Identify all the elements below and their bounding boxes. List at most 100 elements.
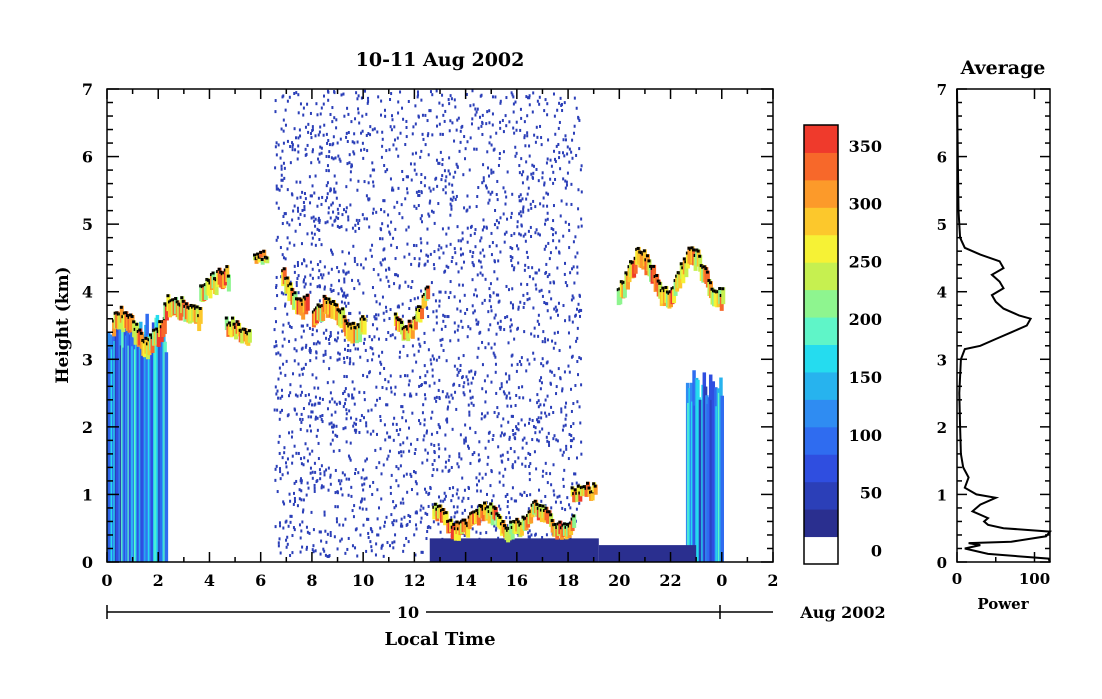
- layer-top-marker: [333, 302, 337, 306]
- noise-echo: [436, 184, 439, 188]
- layer-top-marker: [507, 526, 511, 530]
- noise-echo: [548, 290, 551, 294]
- noise-echo: [369, 125, 372, 129]
- layer-top-marker: [163, 302, 167, 306]
- noise-echo: [353, 152, 356, 156]
- noise-echo: [433, 443, 436, 447]
- noise-echo: [552, 170, 555, 174]
- noise-echo: [310, 161, 313, 165]
- noise-echo: [293, 270, 296, 274]
- y-axis-label: Height (km): [53, 266, 73, 383]
- noise-echo: [288, 324, 291, 328]
- noise-echo: [571, 513, 574, 517]
- noise-echo: [569, 506, 572, 510]
- noise-echo: [334, 190, 337, 194]
- noise-echo: [331, 223, 334, 227]
- noise-echo: [424, 397, 427, 401]
- noise-echo: [396, 136, 399, 140]
- noise-echo: [340, 93, 343, 97]
- layer-echo: [362, 317, 367, 335]
- noise-echo: [476, 322, 479, 326]
- noise-echo: [386, 541, 389, 545]
- noise-echo: [538, 430, 541, 434]
- noise-echo: [443, 497, 446, 501]
- noise-echo: [366, 149, 369, 153]
- noise-echo: [498, 480, 501, 484]
- noise-echo: [360, 131, 363, 135]
- noise-echo: [337, 211, 340, 215]
- noise-echo: [469, 396, 472, 400]
- layer-top-marker: [496, 513, 500, 517]
- noise-echo: [544, 244, 547, 248]
- noise-echo: [329, 216, 332, 220]
- noise-echo: [311, 449, 314, 453]
- noise-echo: [360, 148, 363, 152]
- noise-echo: [543, 183, 546, 187]
- noise-echo: [335, 215, 338, 219]
- noise-echo: [530, 533, 533, 537]
- noise-echo: [390, 386, 393, 390]
- layer-top-marker: [713, 289, 717, 293]
- noise-echo: [317, 386, 320, 390]
- noise-echo: [383, 199, 386, 203]
- layer-top-marker: [262, 249, 266, 253]
- noise-echo: [297, 451, 300, 455]
- noise-echo: [385, 275, 388, 279]
- noise-echo: [280, 291, 283, 295]
- layer-top-marker: [632, 260, 636, 264]
- echo-column: [164, 352, 169, 562]
- noise-echo: [546, 439, 549, 443]
- layer-top-marker: [324, 297, 328, 301]
- noise-echo: [517, 422, 520, 426]
- noise-echo: [319, 260, 322, 264]
- noise-echo: [276, 490, 279, 494]
- noise-echo: [462, 173, 465, 177]
- layer-echo: [254, 257, 259, 264]
- noise-echo: [393, 205, 396, 209]
- layer-top-marker: [153, 328, 157, 332]
- noise-echo: [526, 255, 529, 259]
- noise-echo: [346, 106, 349, 110]
- noise-echo: [284, 373, 287, 377]
- noise-echo: [309, 132, 312, 136]
- noise-echo: [319, 112, 322, 116]
- noise-echo: [426, 241, 429, 245]
- noise-echo: [320, 243, 323, 247]
- noise-echo: [352, 424, 355, 428]
- layer-top-marker: [701, 265, 705, 269]
- noise-echo: [450, 393, 453, 397]
- noise-echo: [385, 515, 388, 519]
- layer-top-marker: [696, 249, 700, 253]
- noise-echo: [518, 212, 521, 216]
- noise-echo: [282, 141, 285, 145]
- noise-echo: [304, 125, 307, 129]
- noise-echo: [438, 447, 441, 451]
- colorbar-cell: [804, 371, 838, 400]
- noise-echo: [426, 134, 429, 138]
- noise-echo: [371, 492, 374, 496]
- noise-echo: [327, 206, 330, 210]
- noise-echo: [524, 144, 527, 148]
- noise-echo: [557, 313, 560, 317]
- noise-echo: [556, 308, 559, 312]
- noise-echo: [523, 120, 526, 124]
- noise-echo: [521, 493, 524, 497]
- noise-echo: [490, 168, 493, 172]
- noise-echo: [371, 161, 374, 165]
- noise-echo: [345, 185, 348, 189]
- noise-echo: [444, 179, 447, 183]
- layer-top-marker: [393, 312, 397, 316]
- noise-echo: [509, 255, 512, 259]
- noise-echo: [422, 506, 425, 510]
- noise-echo: [332, 210, 335, 214]
- noise-echo: [532, 306, 535, 310]
- layer-top-marker: [395, 316, 399, 320]
- noise-echo: [273, 345, 276, 349]
- noise-echo: [310, 415, 313, 419]
- colorbar-cell: [804, 536, 838, 565]
- noise-echo: [389, 374, 392, 378]
- noise-echo: [311, 125, 314, 129]
- noise-echo: [476, 489, 479, 493]
- noise-echo: [362, 266, 365, 270]
- noise-echo: [487, 310, 490, 314]
